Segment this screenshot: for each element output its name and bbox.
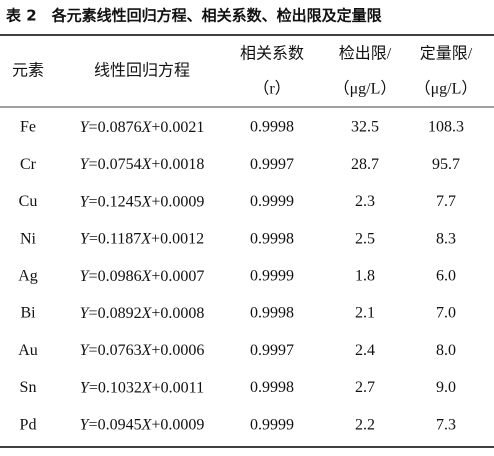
value-cell: 2.1 [355, 305, 375, 322]
header-cell: 检出限/ [339, 45, 392, 63]
value-cell: 28.7 [351, 156, 379, 173]
value-cell: 95.7 [432, 156, 460, 173]
equation-cell: Y=0.0763X+0.0006 [80, 342, 205, 359]
element-cell: Ag [18, 267, 38, 284]
header-cell: （μg/L） [415, 80, 478, 98]
value-cell: 0.9998 [250, 305, 294, 322]
element-cell: Fe [20, 119, 36, 136]
element-cell: Sn [20, 379, 37, 396]
equation-cell: Y=0.0945X+0.0009 [80, 416, 205, 433]
value-cell: 1.8 [355, 267, 375, 284]
value-cell: 0.9999 [250, 267, 294, 284]
equation-cell: Y=0.0754X+0.0018 [80, 156, 205, 173]
table-title: 表 2 各元素线性回归方程、相关系数、检出限及定量限 [6, 7, 382, 25]
header-cell: （r） [253, 80, 290, 98]
value-cell: 8.0 [436, 342, 456, 359]
header-cell: 定量限/ [420, 45, 473, 63]
element-cell: Cr [20, 156, 37, 173]
equation-cell: Y=0.1245X+0.0009 [80, 193, 205, 210]
value-cell: 2.2 [355, 416, 375, 433]
element-cell: Au [18, 342, 38, 359]
header-cell: （μg/L） [334, 80, 397, 98]
value-cell: 2.7 [355, 379, 375, 396]
value-cell: 2.3 [355, 193, 375, 210]
value-cell: 7.3 [436, 416, 456, 433]
equation-cell: Y=0.1187X+0.0012 [80, 230, 204, 247]
value-cell: 8.3 [436, 230, 456, 247]
value-cell: 0.9998 [250, 119, 294, 136]
value-cell: 0.9998 [250, 379, 294, 396]
value-cell: 6.0 [436, 267, 456, 284]
value-cell: 108.3 [428, 119, 464, 136]
value-cell: 7.7 [436, 193, 456, 210]
value-cell: 9.0 [436, 379, 456, 396]
value-cell: 32.5 [351, 119, 379, 136]
value-cell: 0.9998 [250, 230, 294, 247]
header-cell: 线性回归方程 [94, 62, 190, 80]
element-cell: Ni [20, 230, 37, 247]
element-cell: Pd [20, 416, 37, 433]
equation-cell: Y=0.0876X+0.0021 [80, 119, 205, 136]
value-cell: 2.5 [355, 230, 375, 247]
value-cell: 7.0 [436, 305, 456, 322]
value-cell: 0.9999 [250, 193, 294, 210]
element-cell: Bi [20, 305, 36, 322]
value-cell: 0.9997 [250, 342, 294, 359]
header-cell: 相关系数 [240, 45, 304, 63]
element-cell: Cu [19, 193, 38, 210]
equation-cell: Y=0.1032X+0.0011 [80, 379, 204, 396]
equation-cell: Y=0.0986X+0.0007 [80, 267, 205, 284]
header-cell: 元素 [12, 62, 44, 80]
value-cell: 2.4 [355, 342, 375, 359]
value-cell: 0.9997 [250, 156, 294, 173]
value-cell: 0.9999 [250, 416, 294, 433]
equation-cell: Y=0.0892X+0.0008 [80, 305, 205, 322]
